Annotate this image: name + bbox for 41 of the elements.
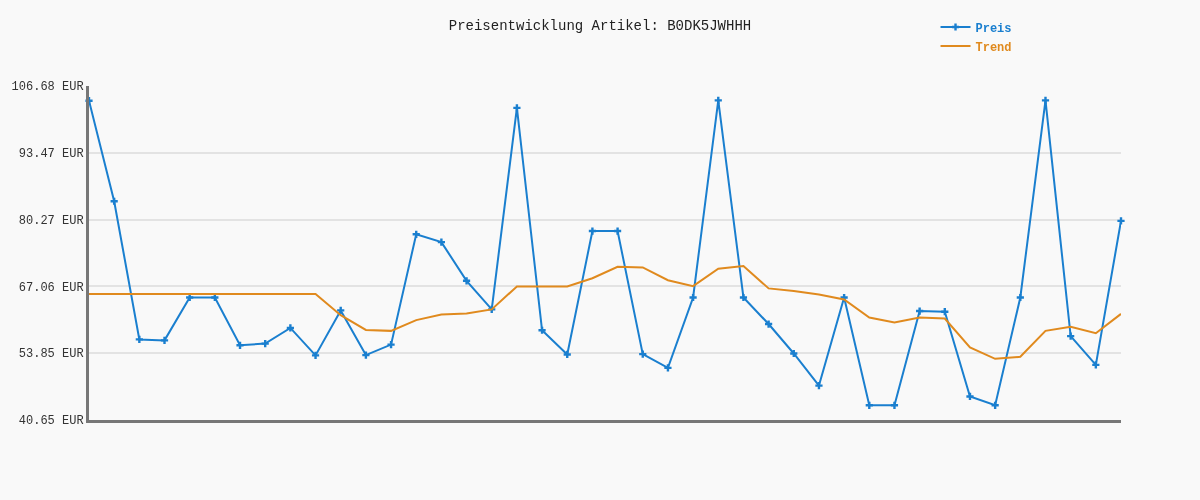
point xyxy=(1067,332,1075,340)
legend-label: Trend xyxy=(975,40,1012,55)
point xyxy=(286,324,294,332)
point xyxy=(538,326,546,334)
line-series xyxy=(89,265,1121,360)
point xyxy=(790,349,798,358)
point xyxy=(1041,96,1050,105)
point xyxy=(437,238,445,246)
point xyxy=(513,104,521,112)
point xyxy=(387,341,395,349)
legend-label: Preis xyxy=(975,21,1012,36)
point xyxy=(613,227,622,235)
point xyxy=(337,306,345,314)
y-tick-label: 93.47 EUR xyxy=(18,147,84,162)
point xyxy=(236,341,244,349)
chart-title: Preisentwicklung Artikel: B0DK5JWHHH xyxy=(448,17,752,34)
point xyxy=(160,336,169,344)
point xyxy=(664,364,672,372)
point xyxy=(261,340,269,348)
y-tick-label: 80.27 EUR xyxy=(18,213,84,228)
point xyxy=(563,350,571,359)
y-tick-label: 106.68 EUR xyxy=(11,80,84,95)
point xyxy=(1092,361,1100,369)
point xyxy=(1016,293,1024,302)
point xyxy=(1117,217,1125,225)
point xyxy=(815,382,823,390)
point xyxy=(890,401,899,409)
point xyxy=(311,351,320,360)
point xyxy=(916,307,924,315)
point xyxy=(739,293,748,302)
point xyxy=(689,293,697,302)
point xyxy=(412,230,420,238)
y-tick-label: 53.85 EUR xyxy=(18,347,84,362)
y-tick-label: 67.06 EUR xyxy=(18,280,84,295)
point xyxy=(966,392,974,401)
point xyxy=(765,320,773,328)
point xyxy=(462,277,471,285)
y-tick-label: 40.65 EUR xyxy=(18,414,84,429)
point xyxy=(135,335,143,344)
point xyxy=(714,96,722,105)
point xyxy=(588,227,597,235)
